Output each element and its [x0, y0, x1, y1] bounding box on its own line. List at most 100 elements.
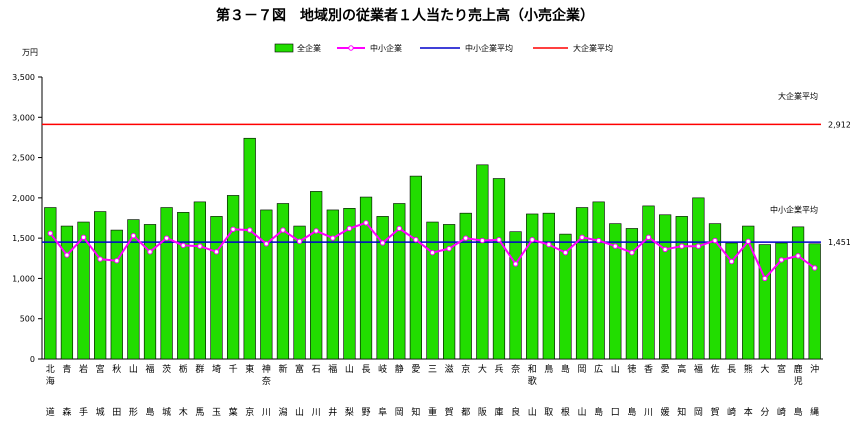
line-point: [130, 233, 137, 239]
bar: [143, 224, 157, 360]
x-tick-label: 沖縄: [810, 363, 819, 418]
line-series: [47, 220, 818, 282]
line-point: [47, 230, 54, 237]
line-point: [147, 249, 153, 255]
bar: [642, 205, 655, 360]
line-point: [446, 245, 452, 252]
x-tick-label: 愛媛: [661, 363, 670, 418]
x-tick-label: 佐賀: [710, 363, 719, 418]
x-tick-label: 福岡: [694, 363, 703, 418]
x-tick-label: 長野: [362, 364, 371, 418]
legend: 全企業 中小企業 中小企業平均 大企業平均: [274, 43, 613, 53]
line-point: [595, 237, 602, 244]
bar: [193, 201, 206, 360]
x-tick-label: 香川: [644, 364, 653, 418]
line-point: [612, 243, 618, 249]
x-tick-label: 宮城: [96, 363, 105, 418]
y-tick-label: 1,000: [12, 274, 35, 283]
bar: [509, 231, 522, 360]
bar: [808, 243, 821, 360]
bar: [393, 203, 406, 360]
y-tick-label: 2,000: [12, 194, 35, 203]
bar: [675, 216, 688, 360]
line-point: [230, 226, 236, 232]
line-point: [529, 237, 535, 243]
x-tick-label: 愛知: [411, 363, 420, 418]
x-tick-label: 鳥取: [544, 363, 553, 418]
bar: [559, 233, 572, 360]
legend-label: 中小企業平均: [465, 43, 513, 53]
x-tick-label: 富山: [295, 363, 304, 418]
line-point: [64, 252, 70, 258]
bar: [426, 221, 439, 360]
x-tick-label: 高知: [677, 363, 686, 418]
bar: [725, 242, 738, 360]
bar: [443, 224, 456, 360]
bar: [609, 223, 622, 360]
x-tick-label: 滋賀: [445, 363, 454, 418]
line-point: [463, 235, 469, 241]
x-tick-label: 山梨: [345, 364, 354, 418]
line-point: [496, 237, 502, 243]
bar: [459, 212, 472, 360]
line-point: [263, 241, 270, 247]
bar: [775, 242, 788, 360]
x-tick-label: 大阪: [478, 363, 487, 418]
x-tick-label: 北海道: [46, 364, 55, 418]
x-tick-label: 岐阜: [378, 363, 387, 418]
legend-swatch-marker: [348, 45, 354, 51]
line-point: [629, 249, 635, 256]
chart-title: 第３－７図 地域別の従業者１人当たり売上高（小売企業）: [216, 7, 594, 24]
y-tick-label: 3,000: [12, 113, 35, 122]
line-point: [346, 225, 353, 232]
line-point: [413, 237, 419, 243]
line-point: [379, 240, 386, 246]
bar: [592, 201, 605, 360]
bar: [293, 225, 306, 360]
x-tick-label: 宮崎: [777, 363, 786, 418]
line-point: [662, 246, 668, 253]
line-point: [728, 258, 735, 265]
line-point: [762, 275, 768, 282]
x-tick-label: 栃木: [179, 363, 188, 418]
reference-value-label: 2,912: [828, 120, 850, 129]
x-tick-label: 福井: [328, 363, 337, 418]
line-point: [180, 242, 186, 249]
line-point: [679, 243, 685, 249]
x-tick-label: 岡山: [578, 364, 587, 418]
bar: [77, 221, 90, 360]
y-tick-label: 500: [20, 315, 35, 324]
bar: [260, 209, 273, 360]
x-tick-label: 長崎: [727, 364, 736, 418]
x-tick-label: 山形: [129, 364, 138, 418]
bar: [476, 164, 489, 360]
bar: [742, 225, 755, 360]
x-tick-label: 奈良: [511, 363, 520, 418]
x-tick-label: 三重: [428, 365, 437, 418]
x-tick-label: 京都: [461, 363, 470, 418]
line-point: [479, 237, 486, 244]
bar: [276, 203, 290, 360]
x-tick-label: 茨城: [162, 363, 171, 418]
line-point: [645, 234, 652, 241]
reference-lines: 1,451 中小企業平均 2,912 大企業平均: [42, 91, 850, 247]
bar: [791, 226, 805, 360]
line-point: [579, 234, 585, 241]
legend-label: 全企業: [297, 43, 321, 53]
x-tick-label: 島根: [561, 363, 570, 418]
bar: [226, 195, 240, 360]
reference-annotation: 大企業平均: [778, 91, 818, 101]
x-tick-label: 東京: [245, 363, 254, 418]
bar: [243, 137, 256, 360]
line-point: [313, 228, 319, 234]
x-tick-label: 大分: [760, 363, 769, 418]
bar: [492, 178, 506, 360]
line-point: [197, 243, 203, 249]
x-tick-label: 和歌山: [528, 364, 537, 418]
x-tick-label: 鹿児島: [794, 363, 803, 418]
x-tick-label: 青森: [62, 363, 71, 418]
line-point: [80, 234, 87, 241]
line-point: [811, 265, 818, 271]
x-tick-label: 埼玉: [212, 363, 221, 418]
